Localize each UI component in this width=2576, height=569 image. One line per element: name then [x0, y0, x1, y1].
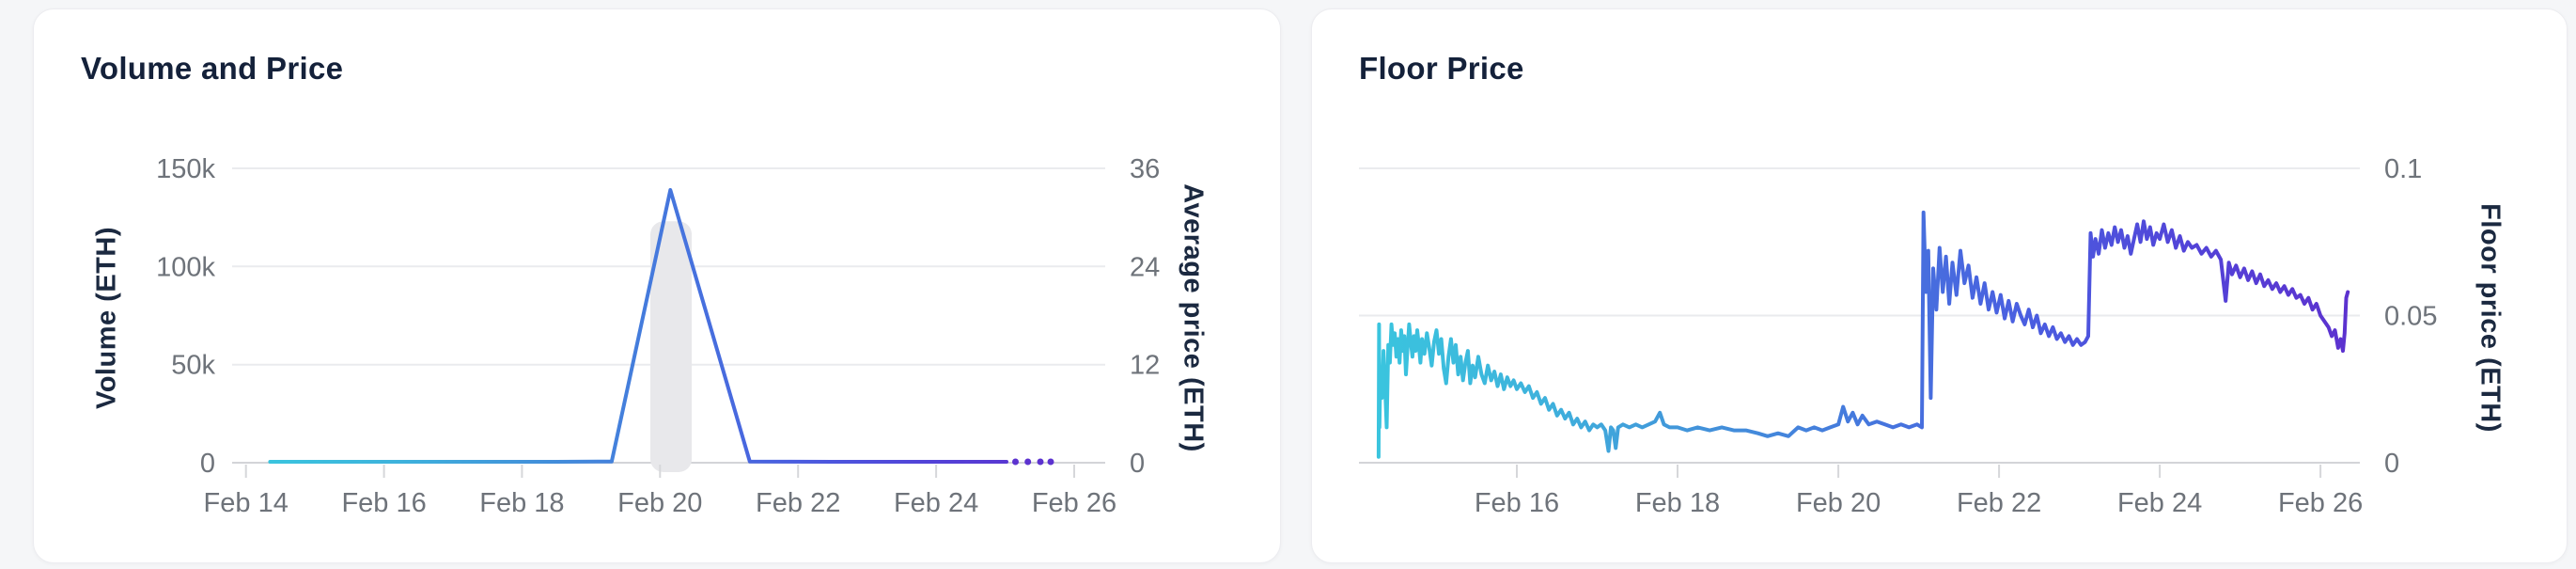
x-tick-label: Feb 24 [2117, 488, 2202, 518]
x-tick-label: Feb 24 [894, 488, 978, 518]
y-right-tick-label: 0.05 [2384, 302, 2437, 332]
y-right-tick-label: 0.1 [2384, 154, 2422, 184]
y-right-tick-label: 24 [1130, 252, 1160, 282]
floor-price-chart[interactable]: Feb 16 Feb 18 Feb 20 Feb 22 Feb 24 Feb 26 0 0.0… [1312, 9, 2568, 564]
y-left-tick-label: 100k [156, 252, 215, 282]
floor-price-title: Floor Price [1359, 51, 1524, 86]
dotted-projection-dot [1047, 458, 1054, 466]
y-right-tick-label: 0 [1130, 449, 1145, 479]
volume-price-chart[interactable]: Feb 14 Feb 16 Feb 18 Feb 20 Feb 22 Feb 24 Feb … [34, 9, 1282, 564]
x-tick-label: Feb 22 [1957, 488, 2041, 518]
volume-price-card: Volume and Price Volume (ETH) Average pr… [33, 8, 1281, 563]
x-tick-label: Feb 18 [1635, 488, 1720, 518]
volume-line [268, 188, 1008, 464]
x-tick-label: Feb 16 [1475, 488, 1559, 518]
y-right-tick-label: 0 [2384, 449, 2399, 479]
y-right-tick-label: 36 [1130, 154, 1160, 184]
y-right-tick-label: 12 [1130, 351, 1160, 381]
hover-highlight-band [650, 221, 693, 473]
x-tick-label: Feb 22 [756, 488, 840, 518]
x-tick-label: Feb 14 [204, 488, 289, 518]
y-left-tick-label: 50k [171, 351, 215, 381]
x-tick-label: Feb 20 [1796, 488, 1881, 518]
floor-price-card: Floor Price Floor price (ETH) Feb 16 Feb … [1311, 8, 2568, 563]
volume-price-title: Volume and Price [81, 51, 344, 86]
x-tick-label: Feb 20 [617, 488, 702, 518]
x-tick-label: Feb 16 [341, 488, 426, 518]
y-left-tick-label: 0 [200, 449, 215, 479]
floor-price-line [1376, 210, 2350, 459]
dotted-projection-dot [1024, 458, 1032, 466]
x-tick-label: Feb 26 [1032, 488, 1116, 518]
x-tick-label: Feb 26 [2278, 488, 2363, 518]
y-left-tick-label: 150k [156, 154, 215, 184]
x-tick-label: Feb 18 [479, 488, 564, 518]
dotted-projection-dot [1012, 458, 1019, 466]
dotted-projection-dot [1037, 458, 1044, 466]
